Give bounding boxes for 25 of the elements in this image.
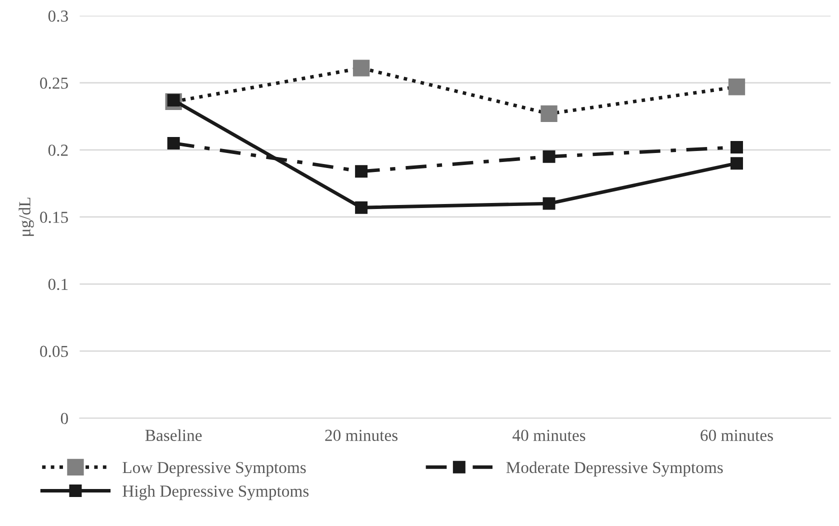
point [540,105,558,122]
y-tick-label: 0.2 [48,144,68,156]
legend-label: Low Depressive Symptoms [122,462,306,477]
x-tick-label: 20 minutes [325,430,398,442]
x-tick-label: Baseline [145,429,202,442]
point [167,136,180,150]
y-tick-label: 0.05 [40,346,68,358]
point [352,60,370,76]
y-tick-label: 0.3 [48,10,68,22]
point [355,165,368,178]
legend-label: Moderate Depressive Symptoms [506,461,723,477]
y-axis-title: μg/dL [18,198,34,236]
point [542,197,556,210]
y-tick-label: 0.25 [40,78,68,89]
point [542,150,556,163]
point [355,201,368,214]
y-tick-label: 0.15 [40,212,68,223]
point [730,140,743,154]
y-tick-label: 0.1 [48,278,68,290]
y-tick-label: 0 [60,412,68,424]
legend-label: High Depressive Symptoms [122,485,309,500]
x-tick-label: 60 minutes [700,430,773,442]
x-tick-label: 40 minutes [512,430,586,442]
point [728,78,746,96]
point [730,157,743,170]
